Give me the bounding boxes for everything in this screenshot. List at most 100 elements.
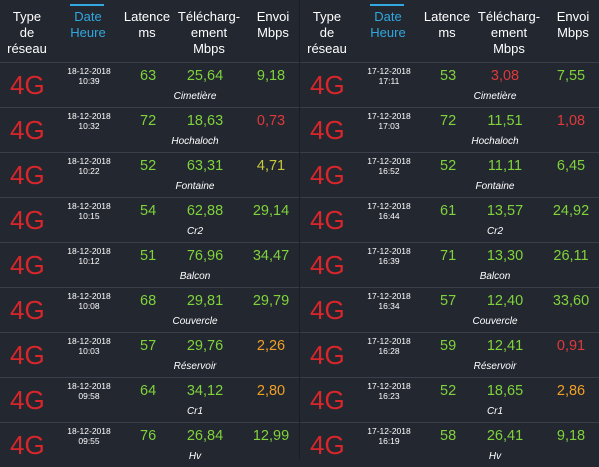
test-datetime: 18-12-2018 10:12 bbox=[67, 246, 111, 266]
network-type: 4G bbox=[310, 430, 345, 460]
result-list: 4G 18-12-2018 10:39 63 25,64 9,18 Cimetière 4G 1… bbox=[0, 62, 299, 467]
network-type: 4G bbox=[310, 295, 345, 325]
header-download[interactable]: Télécharg-ement Mbps bbox=[177, 9, 241, 56]
test-datetime: 18-12-2018 10:03 bbox=[67, 336, 111, 356]
sort-indicator bbox=[70, 4, 104, 6]
result-row[interactable]: 4G 18-12-2018 10:39 63 25,64 9,18 Cimetière bbox=[0, 62, 299, 107]
upload-value: 7,55 bbox=[556, 68, 586, 84]
download-value: 62,88 bbox=[186, 203, 224, 219]
upload-value: 33,60 bbox=[552, 293, 590, 309]
test-datetime: 17-12-2018 16:44 bbox=[367, 201, 411, 221]
network-type: 4G bbox=[10, 340, 45, 370]
table-header: Type de réseau Date Heure Latence ms Téléch… bbox=[300, 0, 599, 62]
download-value: 26,41 bbox=[486, 428, 524, 444]
result-row[interactable]: 4G 18-12-2018 10:15 54 62,88 29,14 Cr2 bbox=[0, 197, 299, 242]
upload-value: 29,79 bbox=[252, 293, 290, 309]
header-upload[interactable]: Envoi Mbps bbox=[556, 9, 590, 40]
upload-value: 6,45 bbox=[556, 158, 586, 174]
header-download[interactable]: Télécharg-ement Mbps bbox=[477, 9, 541, 56]
download-value: 18,63 bbox=[186, 113, 224, 129]
upload-value: 26,11 bbox=[553, 248, 589, 264]
latency-value: 72 bbox=[440, 113, 457, 129]
result-row[interactable]: 4G 17-12-2018 16:23 52 18,65 2,86 Cr1 bbox=[300, 377, 599, 422]
result-row[interactable]: 4G 18-12-2018 10:03 57 29,76 2,26 Réservoir bbox=[0, 332, 299, 377]
download-value: 25,64 bbox=[186, 68, 224, 84]
result-row[interactable]: 4G 17-12-2018 16:44 61 13,57 24,92 Cr2 bbox=[300, 197, 599, 242]
test-datetime: 18-12-2018 10:32 bbox=[67, 111, 111, 131]
column-divider bbox=[299, 0, 300, 459]
latency-value: 63 bbox=[140, 68, 157, 84]
upload-value: 2,80 bbox=[256, 383, 286, 399]
test-datetime: 18-12-2018 10:08 bbox=[67, 291, 111, 311]
table-header: Type de réseau Date Heure Latence ms Téléch… bbox=[0, 0, 299, 62]
location-label: Cr2 bbox=[186, 226, 204, 237]
result-row[interactable]: 4G 18-12-2018 10:32 72 18,63 0,73 Hochaloch bbox=[0, 107, 299, 152]
download-value: 12,41 bbox=[486, 338, 524, 354]
location-label: Cr1 bbox=[486, 406, 504, 417]
network-type: 4G bbox=[10, 70, 45, 100]
test-datetime: 17-12-2018 17:03 bbox=[367, 111, 411, 131]
header-date-time[interactable]: Date Heure bbox=[70, 9, 106, 40]
upload-value: 4,71 bbox=[256, 158, 286, 174]
network-type: 4G bbox=[310, 115, 345, 145]
network-type: 4G bbox=[310, 205, 345, 235]
location-label: Fontaine bbox=[475, 181, 515, 192]
latency-value: 51 bbox=[140, 248, 157, 264]
latency-value: 52 bbox=[140, 158, 157, 174]
latency-value: 59 bbox=[440, 338, 457, 354]
network-type: 4G bbox=[10, 115, 45, 145]
result-row[interactable]: 4G 17-12-2018 16:28 59 12,41 0,91 Réservoir bbox=[300, 332, 599, 377]
latency-value: 57 bbox=[440, 293, 457, 309]
result-row[interactable]: 4G 18-12-2018 09:55 76 26,84 12,99 Hv bbox=[0, 422, 299, 467]
latency-value: 61 bbox=[440, 203, 457, 219]
result-row[interactable]: 4G 17-12-2018 16:34 57 12,40 33,60 Couvercle bbox=[300, 287, 599, 332]
download-value: 12,40 bbox=[486, 293, 524, 309]
test-datetime: 17-12-2018 17:11 bbox=[367, 66, 411, 86]
location-label: Balcon bbox=[479, 271, 511, 282]
upload-value: 2,86 bbox=[556, 383, 586, 399]
latency-value: 64 bbox=[140, 383, 157, 399]
result-list: 4G 17-12-2018 17:11 53 3,08 7,55 Cimetière 4G 17… bbox=[300, 62, 599, 467]
result-row[interactable]: 4G 17-12-2018 16:39 71 13,30 26,11 Balcon bbox=[300, 242, 599, 287]
network-type: 4G bbox=[310, 250, 345, 280]
test-datetime: 17-12-2018 16:39 bbox=[367, 246, 411, 266]
header-latency[interactable]: Latence ms bbox=[123, 9, 171, 40]
latency-value: 52 bbox=[440, 383, 457, 399]
test-datetime: 18-12-2018 10:22 bbox=[67, 156, 111, 176]
test-datetime: 17-12-2018 16:19 bbox=[367, 426, 411, 446]
location-label: Cr2 bbox=[486, 226, 504, 237]
download-value: 13,57 bbox=[486, 203, 524, 219]
latency-value: 58 bbox=[440, 428, 457, 444]
network-type: 4G bbox=[10, 205, 45, 235]
result-row[interactable]: 4G 17-12-2018 17:03 72 11,51 1,08 Hochaloch bbox=[300, 107, 599, 152]
header-latency[interactable]: Latence ms bbox=[423, 9, 471, 40]
latency-value: 54 bbox=[140, 203, 157, 219]
download-value: 11,11 bbox=[487, 158, 523, 174]
header-upload[interactable]: Envoi Mbps bbox=[256, 9, 290, 40]
location-label: Hochaloch bbox=[471, 136, 519, 147]
test-datetime: 17-12-2018 16:23 bbox=[367, 381, 411, 401]
upload-value: 24,92 bbox=[552, 203, 590, 219]
download-value: 29,76 bbox=[186, 338, 224, 354]
upload-value: 2,26 bbox=[256, 338, 286, 354]
location-label: Cimetière bbox=[473, 91, 517, 102]
result-row[interactable]: 4G 18-12-2018 10:12 51 76,96 34,47 Balcon bbox=[0, 242, 299, 287]
result-row[interactable]: 4G 18-12-2018 10:08 68 29,81 29,79 Couvercle bbox=[0, 287, 299, 332]
test-datetime: 17-12-2018 16:52 bbox=[367, 156, 411, 176]
header-network-type[interactable]: Type de réseau bbox=[307, 9, 347, 56]
history-column-right: Type de réseau Date Heure Latence ms Téléch… bbox=[300, 0, 599, 462]
network-type: 4G bbox=[310, 160, 345, 190]
result-row[interactable]: 4G 18-12-2018 10:22 52 63,31 4,71 Fontaine bbox=[0, 152, 299, 197]
result-row[interactable]: 4G 17-12-2018 16:19 58 26,41 9,18 Hv bbox=[300, 422, 599, 467]
header-date-time[interactable]: Date Heure bbox=[370, 9, 406, 40]
download-value: 11,51 bbox=[487, 113, 523, 129]
location-label: Fontaine bbox=[175, 181, 215, 192]
result-row[interactable]: 4G 18-12-2018 09:58 64 34,12 2,80 Cr1 bbox=[0, 377, 299, 422]
network-type: 4G bbox=[310, 70, 345, 100]
header-network-type[interactable]: Type de réseau bbox=[7, 9, 47, 56]
network-type: 4G bbox=[10, 160, 45, 190]
location-label: Hv bbox=[488, 451, 502, 462]
result-row[interactable]: 4G 17-12-2018 17:11 53 3,08 7,55 Cimetière bbox=[300, 62, 599, 107]
result-row[interactable]: 4G 17-12-2018 16:52 52 11,11 6,45 Fontaine bbox=[300, 152, 599, 197]
